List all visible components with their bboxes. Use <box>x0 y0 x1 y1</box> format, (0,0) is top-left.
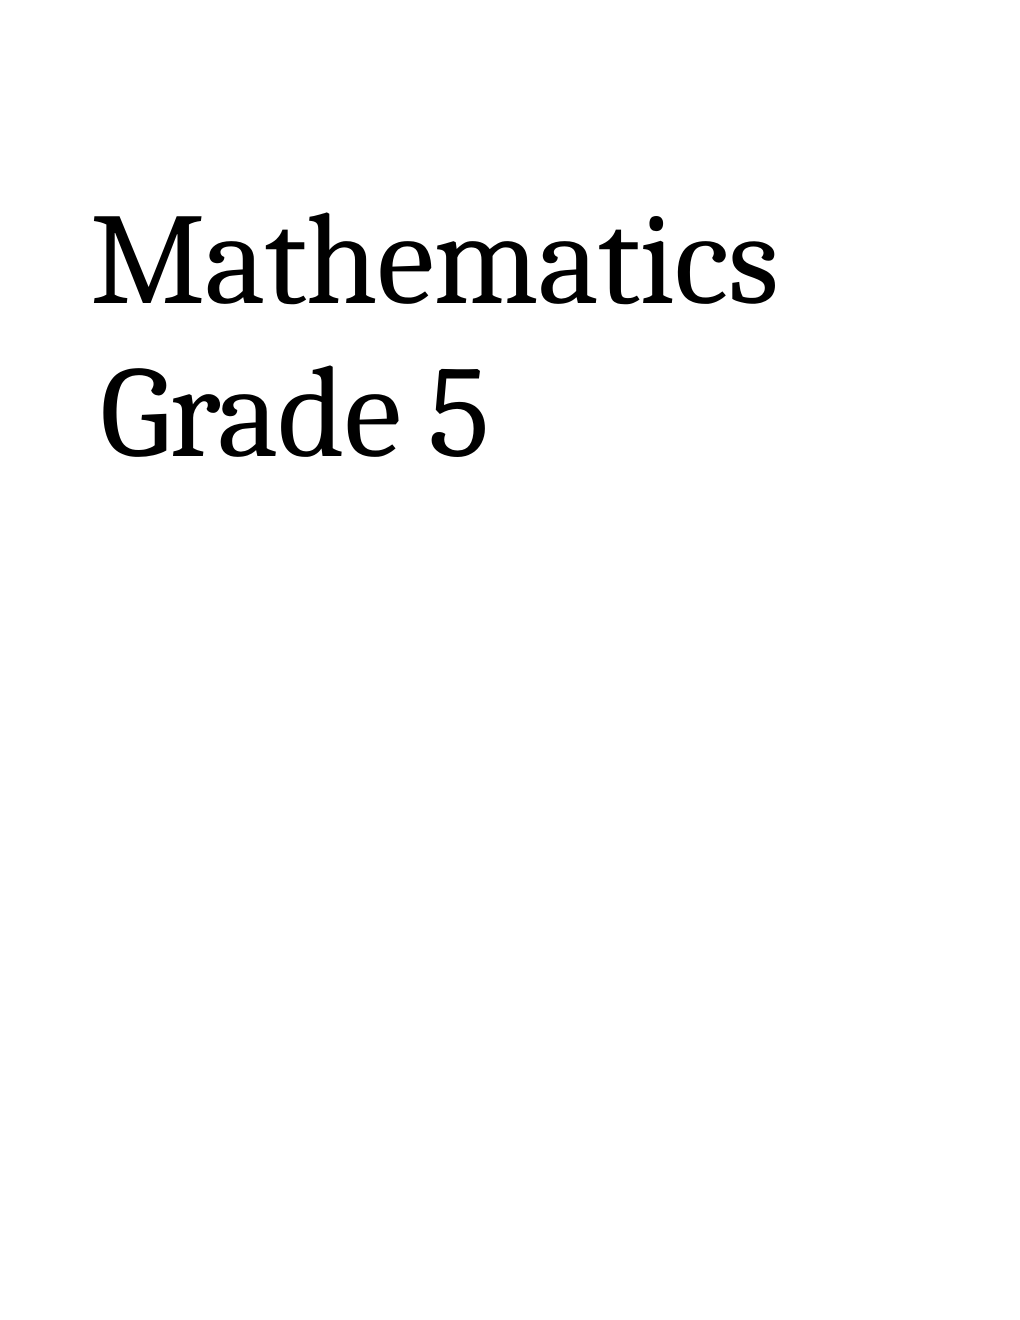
document-page: Mathematics Grade 5 <box>0 0 1020 1320</box>
title-line-2: Grade 5 <box>90 338 1020 491</box>
title-line-1: Mathematics <box>90 185 1020 338</box>
